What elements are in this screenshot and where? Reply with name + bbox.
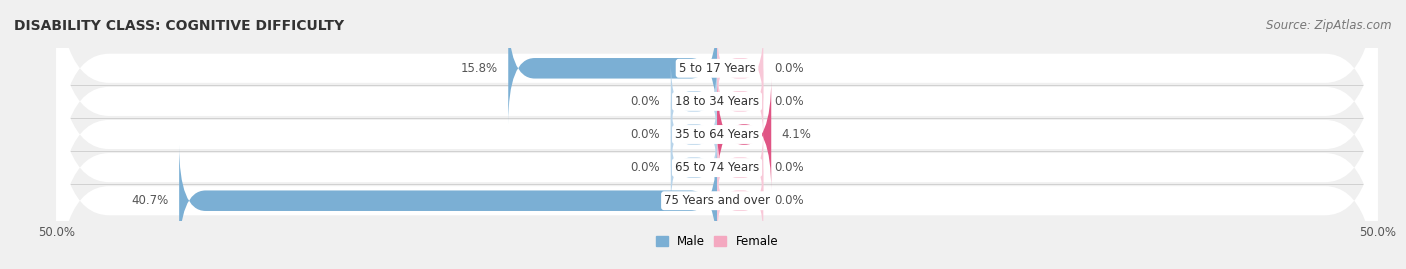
Text: 5 to 17 Years: 5 to 17 Years bbox=[679, 62, 755, 75]
Text: DISABILITY CLASS: COGNITIVE DIFFICULTY: DISABILITY CLASS: COGNITIVE DIFFICULTY bbox=[14, 19, 344, 33]
Text: 35 to 64 Years: 35 to 64 Years bbox=[675, 128, 759, 141]
FancyBboxPatch shape bbox=[717, 79, 772, 190]
FancyBboxPatch shape bbox=[671, 95, 717, 174]
Text: 75 Years and over: 75 Years and over bbox=[664, 194, 770, 207]
Text: 0.0%: 0.0% bbox=[773, 95, 803, 108]
FancyBboxPatch shape bbox=[671, 62, 717, 141]
FancyBboxPatch shape bbox=[56, 0, 1378, 219]
Legend: Male, Female: Male, Female bbox=[651, 230, 783, 253]
Text: 15.8%: 15.8% bbox=[461, 62, 498, 75]
Text: 40.7%: 40.7% bbox=[131, 194, 169, 207]
FancyBboxPatch shape bbox=[717, 128, 763, 207]
FancyBboxPatch shape bbox=[56, 50, 1378, 269]
Text: 65 to 74 Years: 65 to 74 Years bbox=[675, 161, 759, 174]
FancyBboxPatch shape bbox=[179, 145, 717, 257]
FancyBboxPatch shape bbox=[717, 62, 763, 141]
FancyBboxPatch shape bbox=[56, 17, 1378, 252]
FancyBboxPatch shape bbox=[717, 29, 763, 108]
FancyBboxPatch shape bbox=[56, 0, 1378, 186]
Text: 18 to 34 Years: 18 to 34 Years bbox=[675, 95, 759, 108]
Text: 4.1%: 4.1% bbox=[782, 128, 811, 141]
Text: 0.0%: 0.0% bbox=[773, 194, 803, 207]
Text: 0.0%: 0.0% bbox=[631, 128, 661, 141]
FancyBboxPatch shape bbox=[671, 128, 717, 207]
Text: 0.0%: 0.0% bbox=[773, 62, 803, 75]
Text: Source: ZipAtlas.com: Source: ZipAtlas.com bbox=[1267, 19, 1392, 32]
FancyBboxPatch shape bbox=[717, 161, 763, 240]
FancyBboxPatch shape bbox=[508, 12, 717, 124]
FancyBboxPatch shape bbox=[56, 83, 1378, 269]
Text: 0.0%: 0.0% bbox=[631, 95, 661, 108]
Text: 0.0%: 0.0% bbox=[773, 161, 803, 174]
Text: 0.0%: 0.0% bbox=[631, 161, 661, 174]
